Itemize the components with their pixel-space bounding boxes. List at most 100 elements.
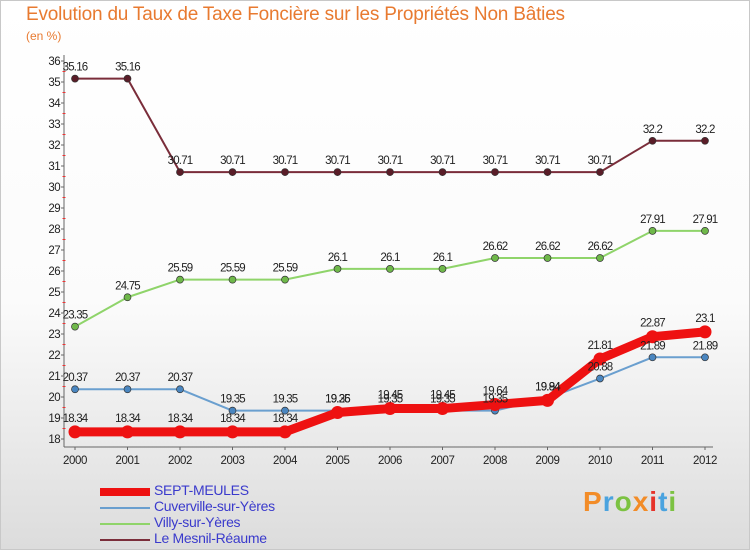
data-label-cuverville-sur-yeres-2001: 20.37 (115, 372, 140, 384)
point-sept-meules-2010 (593, 352, 607, 366)
data-labels-layer: 35.16 35.16 30.71 30.71 30.71 30.71 30.71 30.71… (63, 62, 719, 425)
x-tick-label-2005: 2005 (326, 455, 350, 467)
point-villy-sur-yeres-2002 (176, 275, 184, 284)
legend-swatch-le-mesnil (100, 539, 150, 541)
data-label-cuverville-sur-yeres-2003: 19.35 (220, 394, 245, 406)
data-label-cuverville-sur-yeres-2002: 20.37 (168, 372, 193, 384)
data-label-villy-sur-yeres-2008: 26.62 (483, 241, 508, 253)
data-label-sept-meules-2001: 18.34 (115, 413, 141, 425)
legend-label-villy: Villy-sur-Yères (154, 514, 241, 530)
y-tick-label-24: 24 (48, 308, 61, 320)
data-label-cuverville-sur-yeres-2000: 20.37 (63, 372, 88, 384)
point-le-mesnil-reaume-2001 (123, 74, 132, 83)
y-tick-label-21: 21 (48, 371, 60, 383)
point-cuverville-sur-yeres-2011 (648, 353, 657, 362)
x-tick-label-2003: 2003 (221, 455, 245, 467)
data-label-le-mesnil-reaume-2010: 30.71 (588, 155, 613, 167)
x-tick-label-2001: 2001 (116, 455, 140, 467)
data-label-villy-sur-yeres-2010: 26.62 (588, 241, 613, 253)
logo-letter: o (614, 486, 633, 517)
point-villy-sur-yeres-2000 (71, 322, 79, 331)
point-le-mesnil-reaume-2009 (543, 168, 552, 176)
data-label-sept-meules-2008: 19.64 (483, 386, 509, 398)
y-tick-label-34: 34 (48, 98, 61, 110)
legend-swatch-cuverville (100, 507, 150, 509)
point-sept-meules-2011 (646, 330, 659, 344)
data-label-cuverville-sur-yeres-2012: 21.89 (693, 340, 718, 352)
data-label-villy-sur-yeres-2005: 26.1 (328, 252, 348, 264)
point-villy-sur-yeres-2010 (596, 254, 604, 262)
x-tick-label-2007: 2007 (431, 455, 455, 467)
x-tick-label-2012: 2012 (693, 455, 717, 467)
data-label-sept-meules-2009: 19.84 (535, 381, 561, 393)
y-tick-label-36: 36 (48, 56, 60, 68)
logo-letter: r (602, 486, 615, 517)
y-tick-label-33: 33 (48, 119, 60, 131)
data-label-sept-meules-2006: 19.45 (378, 390, 403, 402)
y-tick-label-26: 26 (48, 266, 60, 278)
x-tick-label-2008: 2008 (483, 455, 507, 467)
data-label-villy-sur-yeres-2007: 26.1 (433, 252, 453, 264)
y-unit-label: (en %) (26, 29, 62, 43)
data-label-sept-meules-2010: 21.81 (588, 340, 613, 352)
y-tick-label-32: 32 (48, 140, 60, 152)
point-sept-meules-2002 (173, 425, 187, 439)
data-label-le-mesnil-reaume-2004: 30.71 (273, 155, 298, 167)
data-label-le-mesnil-reaume-2003: 30.71 (220, 155, 245, 167)
legend-swatch-sept-meules (100, 488, 150, 496)
logo-letter: x (632, 486, 650, 517)
x-tick-label-2006: 2006 (378, 455, 402, 467)
point-cuverville-sur-yeres-2000 (71, 385, 79, 394)
point-villy-sur-yeres-2005 (333, 265, 342, 273)
point-villy-sur-yeres-2004 (281, 275, 289, 284)
point-le-mesnil-reaume-2008 (491, 168, 499, 176)
y-tick-label-35: 35 (48, 77, 60, 89)
data-label-villy-sur-yeres-2006: 26.1 (380, 252, 400, 264)
data-label-sept-meules-2003: 18.34 (220, 413, 246, 425)
point-sept-meules-2004 (278, 425, 292, 439)
data-label-sept-meules-2005: 19.26 (325, 394, 350, 406)
point-le-mesnil-reaume-2012 (701, 136, 709, 145)
point-sept-meules-2005 (331, 406, 344, 420)
point-sept-meules-2007 (436, 402, 449, 416)
point-villy-sur-yeres-2011 (648, 227, 657, 235)
data-label-le-mesnil-reaume-2006: 30.71 (378, 155, 403, 167)
data-label-le-mesnil-reaume-2000: 35.16 (63, 62, 88, 74)
data-label-le-mesnil-reaume-2008: 30.71 (483, 155, 508, 167)
data-label-cuverville-sur-yeres-2004: 19.35 (273, 394, 298, 406)
x-tick-label-2002: 2002 (168, 455, 192, 467)
point-sept-meules-2012 (698, 325, 712, 339)
data-label-sept-meules-2002: 18.34 (168, 413, 194, 425)
legend-label-sept-meules: SEPT-MEULES (154, 482, 249, 498)
point-cuverville-sur-yeres-2004 (281, 406, 289, 415)
legend-label-le-mesnil: Le Mesnil-Réaume (154, 530, 267, 546)
data-label-le-mesnil-reaume-2001: 35.16 (115, 62, 140, 74)
point-villy-sur-yeres-2006 (386, 265, 394, 273)
point-villy-sur-yeres-2007 (438, 265, 447, 273)
point-villy-sur-yeres-2012 (701, 227, 709, 235)
point-cuverville-sur-yeres-2001 (123, 385, 132, 394)
data-label-villy-sur-yeres-2003: 25.59 (220, 263, 245, 275)
y-tick-label-29: 29 (48, 203, 60, 215)
y-tick-label-31: 31 (48, 161, 60, 173)
x-tick-label-2004: 2004 (273, 455, 298, 467)
point-le-mesnil-reaume-2011 (648, 136, 657, 145)
data-label-le-mesnil-reaume-2005: 30.71 (325, 155, 350, 167)
data-label-le-mesnil-reaume-2011: 32.2 (643, 124, 663, 136)
point-villy-sur-yeres-2009 (543, 254, 552, 262)
data-label-villy-sur-yeres-2004: 25.59 (273, 263, 298, 275)
data-label-villy-sur-yeres-2012: 27.91 (693, 214, 718, 226)
point-le-mesnil-reaume-2010 (596, 168, 604, 176)
y-tick-label-18: 18 (48, 434, 60, 446)
point-sept-meules-2003 (226, 425, 239, 439)
x-tick-label-2000: 2000 (63, 455, 87, 467)
x-tick-label-2010: 2010 (588, 455, 612, 467)
y-tick-label-20: 20 (48, 392, 60, 404)
data-label-villy-sur-yeres-2002: 25.59 (168, 263, 193, 275)
point-le-mesnil-reaume-2000 (71, 74, 79, 83)
data-label-cuverville-sur-yeres-2011: 21.89 (640, 340, 665, 352)
y-tick-label-22: 22 (48, 350, 60, 362)
point-le-mesnil-reaume-2006 (386, 168, 394, 176)
data-label-villy-sur-yeres-2011: 27.91 (640, 214, 665, 226)
